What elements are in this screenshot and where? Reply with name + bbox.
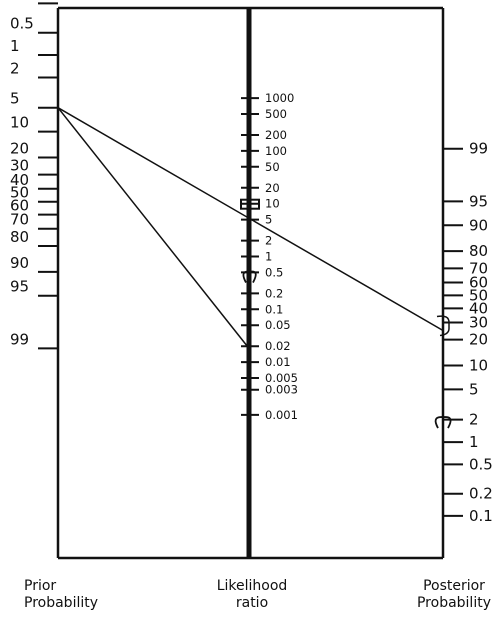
lr-tick-label-20: 20 [265, 181, 280, 195]
right-tick-label-30: 30 [469, 313, 488, 331]
left-tick-label-40: 40 [10, 171, 29, 189]
lr-tick-label-100: 100 [265, 144, 287, 158]
lr-tick-label-0p01: 0.01 [265, 355, 291, 369]
likelihood-title-line1: Likelihood [216, 578, 288, 594]
lr-tick-label-200: 200 [265, 128, 287, 142]
left-tick-label-50: 50 [10, 184, 29, 202]
posterior-probability-title: Posterior Probability [412, 578, 496, 612]
right-tick-label-70: 70 [469, 259, 488, 277]
prior-title-line2: Probability [24, 595, 99, 611]
left-tick-label-10: 10 [10, 114, 29, 132]
left-tick-label-80: 80 [10, 228, 29, 246]
posterior-title-line1: Posterior [423, 578, 485, 594]
posterior-bracket [434, 416, 452, 429]
likelihood-ratio-title: Likelihood ratio [200, 578, 304, 612]
left-tick-label-70: 70 [10, 211, 29, 229]
prior-to-posterior-line [57, 107, 444, 332]
lr-tick-label-2: 2 [265, 234, 272, 248]
lr-tick-label-0p2: 0.2 [265, 286, 283, 300]
lr-tick-label-10: 10 [265, 197, 280, 211]
posterior-title-line2: Probability [416, 595, 491, 611]
left-tick-label-0p2: 0.2 [10, 0, 34, 3]
right-tick-label-0p2: 0.2 [469, 485, 493, 503]
left-tick-label-60: 60 [10, 197, 29, 215]
prior-to-baseline-line [57, 107, 250, 349]
lr-tick-label-1000: 1000 [265, 91, 294, 105]
lr-tick-label-0p1: 0.1 [265, 302, 283, 316]
posterior-brace [436, 315, 450, 337]
prior-probability-title: Prior Probability [24, 578, 98, 612]
lr-tick-label-50: 50 [265, 160, 280, 174]
prior-title-line1: Prior [24, 578, 57, 594]
lr-tick-label-0p003: 0.003 [265, 383, 298, 397]
right-tick-label-80: 80 [469, 242, 488, 260]
left-tick-label-20: 20 [10, 139, 29, 157]
lr-tick-label-0p5: 0.5 [265, 265, 283, 279]
lr-tick-label-0p05: 0.05 [265, 318, 291, 332]
left-tick-label-0p5: 0.5 [10, 15, 34, 33]
right-tick-label-20: 20 [469, 331, 488, 349]
nomogram-marks [57, 107, 452, 429]
right-tick-label-10: 10 [469, 357, 488, 375]
right-tick-label-95: 95 [469, 192, 488, 210]
left-tick-label-99: 99 [10, 330, 29, 348]
left-tick-label-90: 90 [10, 254, 29, 272]
likelihood-ratio-ticks: 1000 500 200 100 50 20 10 5 2 10.5 0.2 0.1 0.05 0.02 0… [241, 91, 298, 422]
lr-tick-label-0p001: 0.001 [265, 408, 298, 422]
right-tick-label-1: 1 [469, 433, 479, 451]
left-tick-label-5: 5 [10, 90, 20, 108]
right-tick-label-40: 40 [469, 299, 488, 317]
right-tick-label-0p5: 0.5 [469, 455, 493, 473]
right-tick-label-90: 90 [469, 216, 488, 234]
lr-tick-label-1: 1 [265, 250, 272, 264]
left-tick-label-1: 1 [10, 37, 20, 55]
left-tick-label-95: 95 [10, 278, 29, 296]
left-tick-label-2: 2 [10, 59, 20, 77]
lr-tick-label-5: 5 [265, 213, 272, 227]
right-tick-label-50: 50 [469, 286, 488, 304]
lr-tick-label-0p02: 0.02 [265, 339, 291, 353]
right-tick-label-5: 5 [469, 380, 479, 398]
left-tick-label-30: 30 [10, 157, 29, 175]
likelihood-title-line2: ratio [235, 595, 269, 611]
likelihood-ratio-box [240, 198, 260, 210]
right-tick-label-60: 60 [469, 273, 488, 291]
ratio-bracket [242, 270, 257, 283]
right-tick-label-0p1: 0.1 [469, 507, 493, 525]
lr-tick-label-0p005: 0.005 [265, 371, 298, 385]
right-tick-label-2: 2 [469, 411, 479, 429]
right-tick-label-99: 99 [469, 140, 488, 158]
lr-tick-label-500: 500 [265, 107, 287, 121]
